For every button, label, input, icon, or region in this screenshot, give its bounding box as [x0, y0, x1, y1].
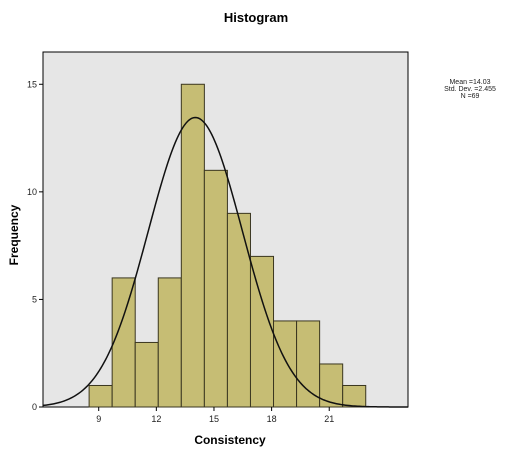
y-axis-title: Frequency [7, 204, 21, 265]
histogram-bar-9 [273, 320, 298, 408]
x-tick-label-3: 15 [209, 414, 219, 424]
x-tick-label-1: 9 [96, 414, 101, 424]
stat-n: N =69 [461, 93, 480, 100]
x-tick-label-5: 21 [324, 414, 334, 424]
histogram-bar-7 [226, 212, 251, 408]
bars-group [88, 83, 367, 408]
stat-mean: Mean =14.03 [449, 79, 490, 86]
histogram-bar-3 [134, 341, 159, 408]
y-tick-label-3: 10 [27, 187, 37, 197]
y-tick-label-1: 0 [32, 402, 37, 412]
histogram-bar-6 [203, 169, 228, 408]
x-tick-label-2: 12 [151, 414, 161, 424]
histogram-bar-12 [342, 384, 367, 408]
y-tick-label-2: 5 [32, 294, 37, 304]
x-tick-label-4: 18 [267, 414, 277, 424]
histogram-bar-8 [249, 255, 275, 408]
histogram-bar-4 [157, 277, 182, 408]
axes-group: 9 12 15 18 21 0 5 10 15 [27, 79, 334, 424]
histogram-bar-1 [88, 384, 113, 408]
histogram-bar-11 [319, 363, 344, 408]
normal-curve [42, 116, 408, 408]
x-axis-title: Consistency [194, 433, 266, 447]
chart-title: Histogram [224, 10, 288, 25]
histogram-bar-10 [296, 320, 321, 408]
histogram-bar-2 [111, 277, 136, 408]
y-tick-label-4: 15 [27, 79, 37, 89]
stat-std-dev: Std. Dev. =2.455 [444, 86, 496, 93]
stats-box: Mean =14.03 Std. Dev. =2.455 N =69 [444, 79, 496, 100]
histogram-bar-5 [180, 83, 205, 408]
